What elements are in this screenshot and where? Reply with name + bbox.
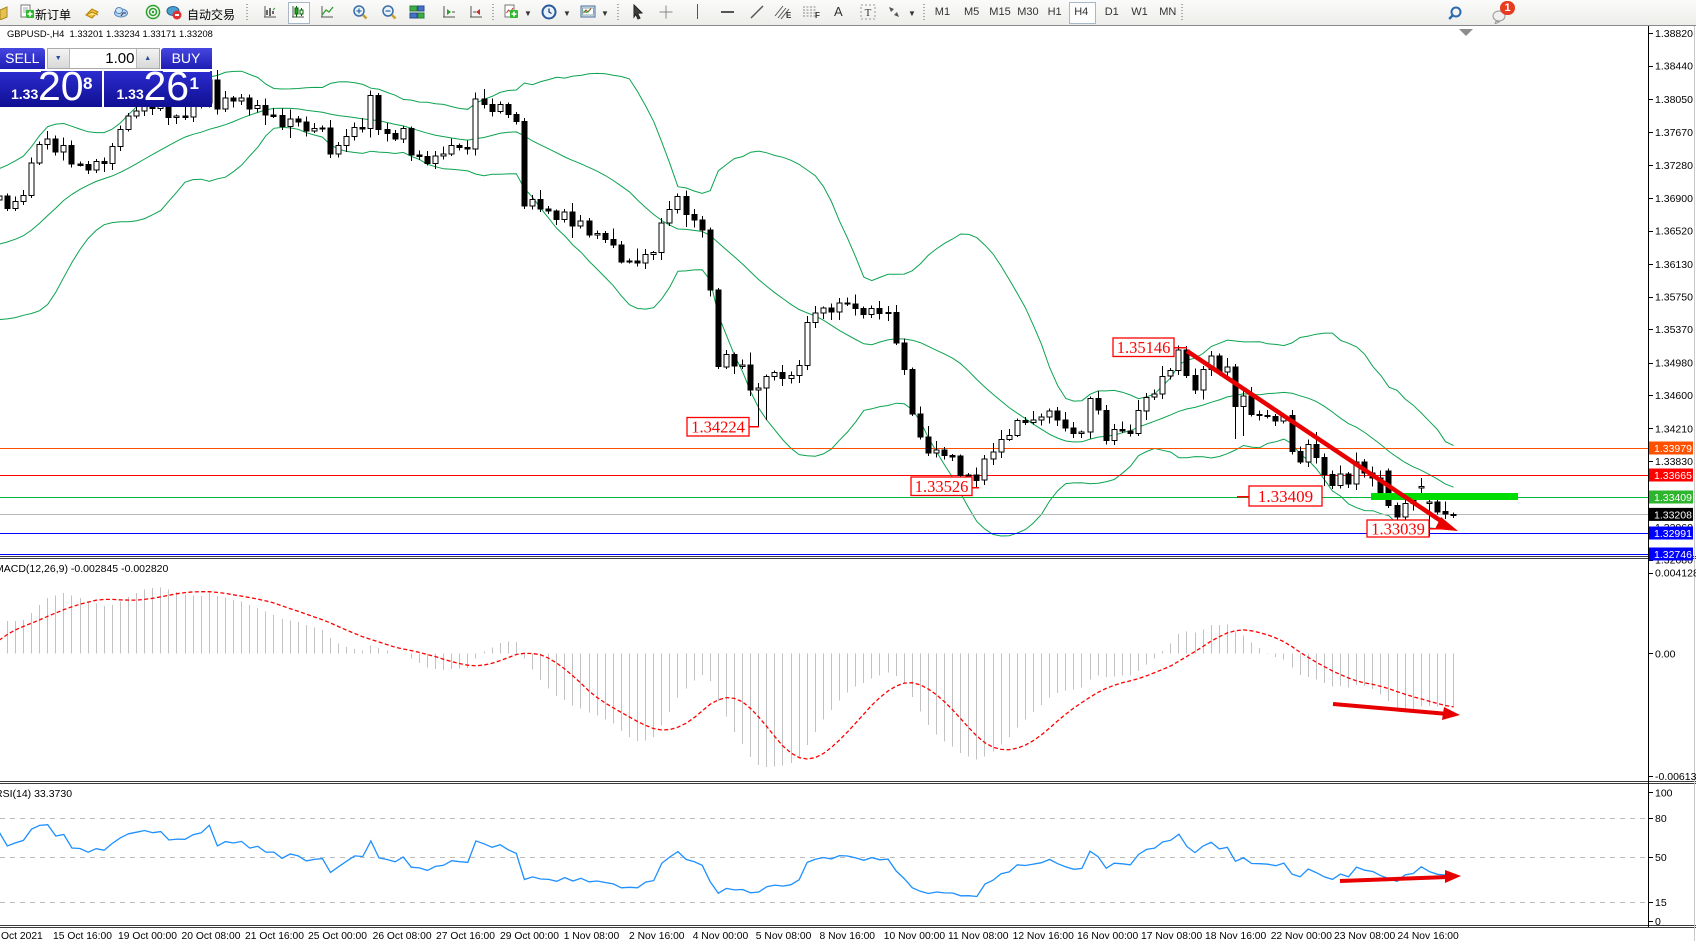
svg-text:80: 80: [1655, 813, 1667, 825]
svg-text:15: 15: [1655, 897, 1667, 909]
svg-text:RSI(14) 33.3730: RSI(14) 33.3730: [0, 788, 72, 800]
svg-text:1.38820: 1.38820: [1655, 28, 1693, 40]
svg-text:1.34224: 1.34224: [691, 418, 745, 437]
svg-text:25 Oct 00:00: 25 Oct 00:00: [308, 931, 367, 941]
svg-text:1.38440: 1.38440: [1655, 61, 1693, 73]
svg-text:17 Nov 08:00: 17 Nov 08:00: [1141, 931, 1203, 941]
svg-text:T: T: [865, 7, 872, 19]
svg-text:1.34210: 1.34210: [1655, 424, 1693, 436]
svg-text:1.33526: 1.33526: [915, 477, 969, 496]
svg-text:1.34980: 1.34980: [1655, 358, 1693, 370]
svg-text:0.004128: 0.004128: [1655, 568, 1696, 580]
svg-text:1.35370: 1.35370: [1655, 324, 1693, 336]
svg-text:1.34600: 1.34600: [1655, 390, 1693, 402]
svg-text:1.32991: 1.32991: [1654, 528, 1692, 540]
svg-text:1.37670: 1.37670: [1655, 127, 1693, 139]
svg-text:1.38050: 1.38050: [1655, 94, 1693, 106]
svg-text:20 Oct 08:00: 20 Oct 08:00: [182, 931, 241, 941]
svg-text:1.33409: 1.33409: [1258, 487, 1313, 506]
svg-text:16 Nov 00:00: 16 Nov 00:00: [1077, 931, 1139, 941]
svg-text:1.35146: 1.35146: [1117, 338, 1171, 357]
svg-text:26 Oct 08:00: 26 Oct 08:00: [373, 931, 432, 941]
svg-text:MACD(12,26,9) -0.002845 -0.002: MACD(12,26,9) -0.002845 -0.002820: [0, 563, 169, 575]
svg-text:1.36130: 1.36130: [1655, 259, 1693, 271]
svg-text:0: 0: [1655, 916, 1661, 928]
svg-text:1.36520: 1.36520: [1655, 226, 1693, 238]
svg-text:21 Oct 16:00: 21 Oct 16:00: [245, 931, 304, 941]
svg-text:5 Nov 08:00: 5 Nov 08:00: [756, 931, 812, 941]
svg-text:1.33409: 1.33409: [1654, 492, 1692, 504]
svg-text:4 Nov 00:00: 4 Nov 00:00: [693, 931, 749, 941]
svg-text:100: 100: [1655, 788, 1673, 800]
svg-text:0.00: 0.00: [1655, 648, 1676, 660]
svg-text:1.33979: 1.33979: [1654, 443, 1692, 455]
svg-text:1.37280: 1.37280: [1655, 160, 1693, 172]
svg-text:1.36900: 1.36900: [1655, 193, 1693, 205]
svg-text:1.33665: 1.33665: [1654, 470, 1692, 482]
svg-text:50: 50: [1655, 852, 1667, 864]
svg-text:1.33039: 1.33039: [1371, 519, 1425, 538]
svg-text:24 Nov 16:00: 24 Nov 16:00: [1398, 931, 1460, 941]
svg-text:10 Nov 00:00: 10 Nov 00:00: [884, 931, 946, 941]
svg-text:22 Nov 00:00: 22 Nov 00:00: [1271, 931, 1333, 941]
svg-text:2 Nov 16:00: 2 Nov 16:00: [629, 931, 685, 941]
svg-text:29 Oct 00:00: 29 Oct 00:00: [500, 931, 559, 941]
svg-text:12 Nov 16:00: 12 Nov 16:00: [1013, 931, 1075, 941]
svg-text:1.33208: 1.33208: [1654, 509, 1692, 521]
svg-text:1.33830: 1.33830: [1655, 456, 1693, 468]
svg-text:27 Oct 16:00: 27 Oct 16:00: [436, 931, 495, 941]
svg-text:1.35750: 1.35750: [1655, 292, 1693, 304]
svg-text:18 Nov 16:00: 18 Nov 16:00: [1205, 931, 1267, 941]
svg-text:11 Nov 08:00: 11 Nov 08:00: [948, 931, 1009, 941]
svg-text:1.32746: 1.32746: [1654, 549, 1692, 561]
svg-text:8 Nov 16:00: 8 Nov 16:00: [820, 931, 876, 941]
svg-text:15 Oct 16:00: 15 Oct 16:00: [53, 931, 112, 941]
svg-text:23 Nov 08:00: 23 Nov 08:00: [1334, 931, 1396, 941]
svg-text:Oct 2021: Oct 2021: [1, 931, 43, 941]
svg-text:19 Oct 00:00: 19 Oct 00:00: [118, 931, 177, 941]
svg-text:1 Nov 08:00: 1 Nov 08:00: [564, 931, 620, 941]
svg-text:-0.006132: -0.006132: [1655, 771, 1696, 783]
